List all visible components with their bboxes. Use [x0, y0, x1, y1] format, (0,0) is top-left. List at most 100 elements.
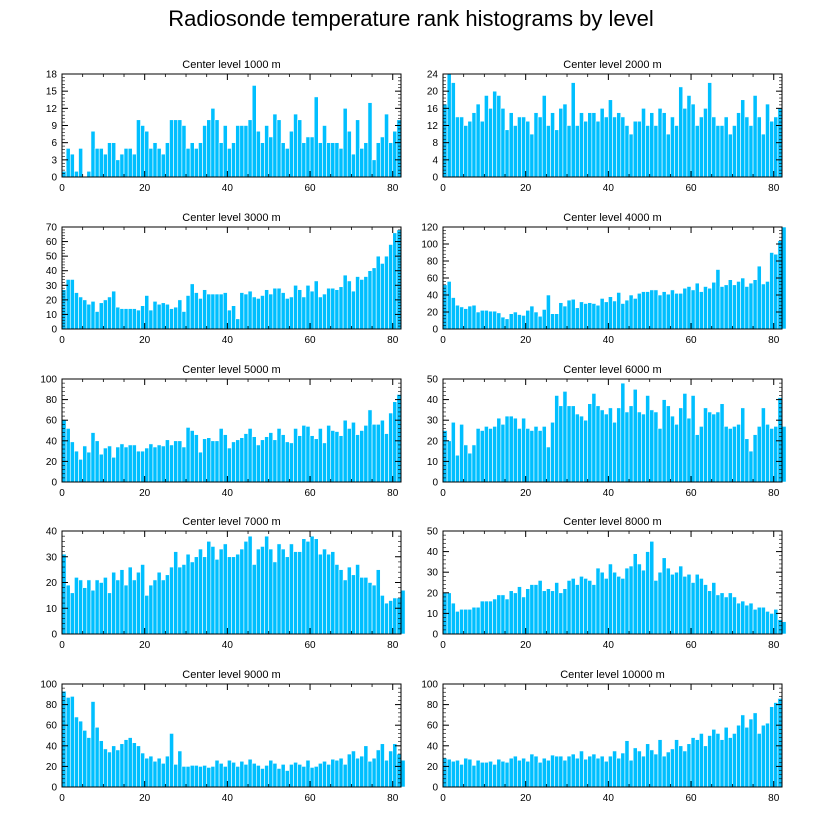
histogram-bar	[152, 142, 158, 178]
histogram-bar	[90, 701, 96, 788]
histogram-bar	[90, 589, 96, 635]
histogram-bar	[90, 432, 96, 483]
histogram-bar	[185, 148, 191, 178]
panel-title: Center level 10000 m	[560, 669, 665, 681]
x-tick-label: 0	[440, 793, 446, 804]
histogram-bar	[558, 405, 564, 483]
histogram-bar	[492, 426, 498, 483]
histogram-bar	[388, 142, 394, 178]
histogram-bar	[359, 279, 365, 330]
histogram-bar	[699, 291, 704, 330]
histogram-bar	[521, 757, 526, 788]
histogram-bar	[384, 255, 389, 330]
plot-frame	[442, 378, 783, 483]
histogram-bar	[388, 412, 394, 483]
histogram-bar	[136, 450, 141, 483]
histogram-bar	[459, 424, 464, 483]
histogram-bar	[103, 447, 108, 483]
histogram-bar	[222, 292, 228, 330]
histogram-bar	[777, 698, 783, 788]
y-tick-label: 100	[40, 680, 57, 691]
histogram-bar	[251, 763, 257, 788]
histogram-bar	[723, 116, 729, 178]
histogram-bar	[566, 125, 572, 178]
histogram-bar	[318, 142, 323, 178]
histogram-bar	[318, 553, 323, 635]
histogram-bar	[550, 421, 555, 483]
histogram-bar	[711, 582, 717, 635]
histogram-bar	[620, 578, 626, 635]
histogram-bar	[181, 766, 187, 788]
histogram-bar	[608, 296, 613, 330]
histogram-bar	[375, 424, 381, 483]
y-tick-label: 40	[427, 291, 439, 302]
histogram-bar	[276, 428, 282, 483]
histogram-bar	[82, 445, 88, 483]
histogram-bar	[140, 125, 145, 178]
histogram-bar	[313, 280, 319, 330]
histogram-bar	[748, 602, 754, 635]
histogram-bar	[346, 753, 352, 788]
histogram-bar	[293, 428, 298, 483]
histogram-bar	[632, 553, 638, 635]
histogram-bar	[169, 733, 174, 788]
x-tick-label: 20	[520, 183, 532, 194]
histogram-bar	[342, 108, 348, 178]
histogram-bar	[595, 757, 601, 788]
histogram-bar	[301, 296, 307, 330]
histogram-bar	[384, 602, 389, 635]
histogram-bar	[657, 739, 663, 788]
histogram-bar	[558, 108, 564, 178]
histogram-bar	[251, 85, 257, 178]
histogram-bar	[247, 428, 253, 483]
histogram-bar	[500, 316, 506, 330]
x-tick-label: 80	[768, 640, 780, 651]
histogram-bar	[198, 142, 203, 178]
histogram-bar	[156, 757, 162, 788]
histogram-bar	[107, 592, 112, 635]
histogram-bar	[583, 303, 588, 330]
histogram-bar	[653, 580, 659, 635]
histogram-bar	[297, 764, 303, 788]
y-tick-label: 60	[427, 274, 439, 285]
x-tick-label: 20	[139, 183, 151, 194]
histogram-bar	[338, 286, 344, 330]
histogram-bar	[115, 306, 121, 330]
x-tick-label: 0	[59, 183, 65, 194]
histogram-bar	[74, 170, 79, 178]
histogram-bar	[148, 584, 154, 635]
histogram-bar	[318, 428, 323, 483]
histogram-bar	[682, 287, 688, 330]
y-tick-label: 20	[427, 87, 439, 98]
histogram-bar	[144, 595, 150, 635]
histogram-bar	[475, 606, 481, 635]
histogram-bar	[463, 308, 469, 330]
histogram-bar	[140, 752, 145, 788]
panel-5: Center level 5000 m 0 20 40 60 80 0 20 40 60 80 100	[40, 364, 402, 499]
histogram-bar	[657, 428, 663, 483]
histogram-bar	[367, 409, 373, 483]
histogram-bar	[645, 551, 651, 635]
histogram-bar	[119, 308, 125, 330]
histogram-bar	[699, 426, 704, 483]
histogram-bar	[554, 395, 560, 483]
histogram-bar	[214, 119, 220, 178]
plot-frame	[61, 378, 402, 483]
histogram-bar	[583, 578, 588, 635]
histogram-bar	[355, 434, 360, 483]
histogram-bar	[247, 290, 253, 330]
histogram-bar	[707, 287, 713, 330]
panel-title: Center level 9000 m	[182, 669, 280, 681]
plot-frame	[442, 683, 783, 788]
histogram-bar	[144, 447, 150, 483]
histogram-bar	[570, 578, 576, 635]
histogram-bar	[533, 755, 539, 788]
histogram-bar	[98, 453, 104, 483]
histogram-bar	[107, 296, 112, 330]
histogram-bar	[355, 276, 360, 330]
histogram-bar	[123, 446, 129, 483]
histogram-bar	[268, 136, 274, 178]
histogram-bar	[305, 540, 311, 635]
histogram-bar	[218, 428, 224, 483]
histogram-bar	[537, 116, 543, 178]
